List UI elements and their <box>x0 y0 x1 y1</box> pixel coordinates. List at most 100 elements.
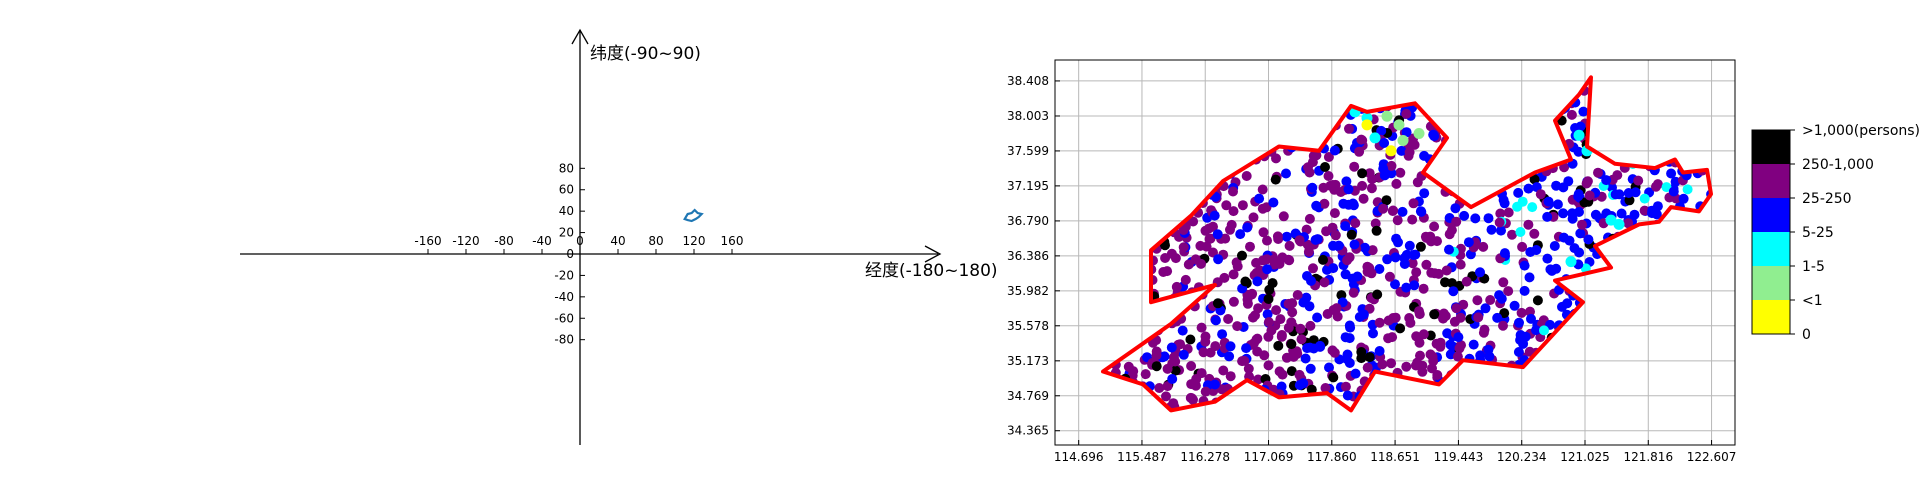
population-point <box>1415 241 1426 252</box>
population-point <box>1623 188 1634 198</box>
population-point <box>1452 351 1463 362</box>
population-point <box>1228 206 1239 217</box>
population-point <box>1357 180 1368 191</box>
population-point <box>1329 208 1340 219</box>
legend-label: 0 <box>1802 327 1811 343</box>
population-point <box>1329 145 1340 156</box>
population-point <box>1567 213 1578 224</box>
map-latitude-tick-label: 37.599 <box>1007 144 1049 158</box>
population-point <box>1479 324 1490 335</box>
population-point <box>1160 253 1171 263</box>
legend-swatch <box>1752 130 1790 164</box>
population-point <box>1524 272 1535 283</box>
population-point <box>1250 310 1260 321</box>
population-point <box>1552 199 1563 210</box>
population-point <box>1161 391 1171 402</box>
population-point <box>1496 293 1507 304</box>
population-point <box>1183 259 1194 270</box>
legend-frame <box>1751 129 1791 335</box>
population-point <box>1361 119 1373 131</box>
population-point <box>1440 311 1451 321</box>
population-point <box>1624 195 1635 206</box>
longitude-tick-label: 80 <box>648 234 663 248</box>
population-point <box>1383 333 1394 344</box>
population-point <box>1300 353 1311 364</box>
population-point <box>1196 322 1207 333</box>
population-point <box>1429 221 1440 232</box>
population-point <box>1349 239 1360 250</box>
population-point <box>1374 264 1385 274</box>
population-point <box>1391 178 1402 189</box>
population-point <box>1666 168 1677 179</box>
population-point <box>1140 369 1151 380</box>
population-point <box>1340 381 1351 392</box>
population-point <box>1228 186 1238 197</box>
latitude-tick-label: -60 <box>554 311 574 325</box>
population-point <box>1323 152 1334 162</box>
latitude-tick-label: -40 <box>554 290 574 304</box>
map-longitude-tick-label: 118.651 <box>1370 450 1420 464</box>
latitude-tick-label: 40 <box>559 204 574 218</box>
latitude-tick-label: 80 <box>559 161 574 175</box>
population-point <box>1318 254 1328 265</box>
map-longitude-tick-label: 119.443 <box>1434 450 1484 464</box>
population-point <box>1306 384 1317 395</box>
legend-swatch <box>1752 198 1790 232</box>
population-point <box>1175 339 1186 350</box>
population-point <box>1344 333 1355 344</box>
population-point <box>1328 372 1339 383</box>
population-point <box>1593 167 1603 178</box>
longitude-tick-label: 160 <box>721 234 744 248</box>
latitude-axis-arrow <box>571 28 589 45</box>
population-point <box>1407 258 1418 269</box>
population-point <box>1401 108 1412 119</box>
map-longitude-tick-label: 114.696 <box>1054 450 1104 464</box>
population-point <box>1509 300 1520 311</box>
population-point <box>1298 378 1309 389</box>
population-point <box>1308 263 1318 274</box>
population-point <box>1397 206 1408 217</box>
population-point <box>1470 213 1481 224</box>
population-point <box>1682 184 1693 195</box>
legend-label: 1-5 <box>1802 259 1825 275</box>
latitude-tick-label: 60 <box>559 183 574 197</box>
population-point <box>1542 253 1553 264</box>
population-point <box>1429 131 1440 142</box>
population-point <box>1268 197 1279 208</box>
population-point <box>1262 264 1273 275</box>
population-point <box>1288 351 1299 362</box>
population-point <box>1350 368 1361 379</box>
population-point <box>1565 256 1577 268</box>
population-point <box>1519 285 1530 296</box>
population-point <box>1296 334 1307 345</box>
population-point <box>1243 363 1254 374</box>
population-point <box>1446 225 1457 236</box>
population-point <box>1358 309 1369 320</box>
population-point <box>1551 180 1562 191</box>
legend-label: 250-1,000 <box>1802 157 1874 173</box>
population-point <box>1342 390 1353 401</box>
population-point <box>1356 134 1367 145</box>
population-point <box>1213 254 1224 265</box>
legend-label: 5-25 <box>1802 225 1834 241</box>
population-point <box>1372 289 1383 300</box>
population-point <box>1418 329 1429 340</box>
map-longitude-tick-label: 120.234 <box>1497 450 1547 464</box>
population-point <box>1578 106 1589 117</box>
population-point <box>1170 253 1181 264</box>
population-point <box>1558 208 1569 219</box>
population-point <box>1440 277 1450 288</box>
population-point <box>1613 218 1625 230</box>
population-point <box>1166 342 1177 353</box>
population-point <box>1320 383 1331 393</box>
population-point <box>1404 240 1415 251</box>
map-latitude-tick-label: 36.790 <box>1007 214 1049 228</box>
population-point <box>1252 346 1263 357</box>
population-point <box>1311 200 1322 211</box>
population-point <box>1178 349 1189 360</box>
population-point <box>1303 246 1314 257</box>
region-boundary <box>1101 75 1713 413</box>
population-point <box>1200 336 1211 347</box>
